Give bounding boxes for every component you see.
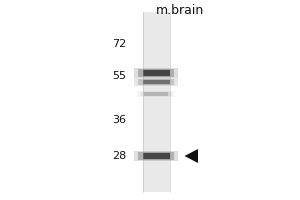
Text: 72: 72 [112,39,126,49]
Bar [142,70,170,76]
Bar [140,92,172,96]
Bar [142,80,170,84]
Text: m.brain: m.brain [156,3,204,17]
Bar [139,69,174,77]
Bar [144,92,168,96]
Text: 36: 36 [112,115,126,125]
Polygon shape [184,149,198,163]
Bar [142,12,170,192]
Bar [139,79,174,85]
Bar [139,152,174,160]
Text: 28: 28 [112,151,126,161]
Bar [134,68,178,78]
Bar [134,78,178,86]
Bar [142,153,170,159]
Bar [134,151,178,161]
Text: 55: 55 [112,71,126,81]
Bar [137,91,175,97]
